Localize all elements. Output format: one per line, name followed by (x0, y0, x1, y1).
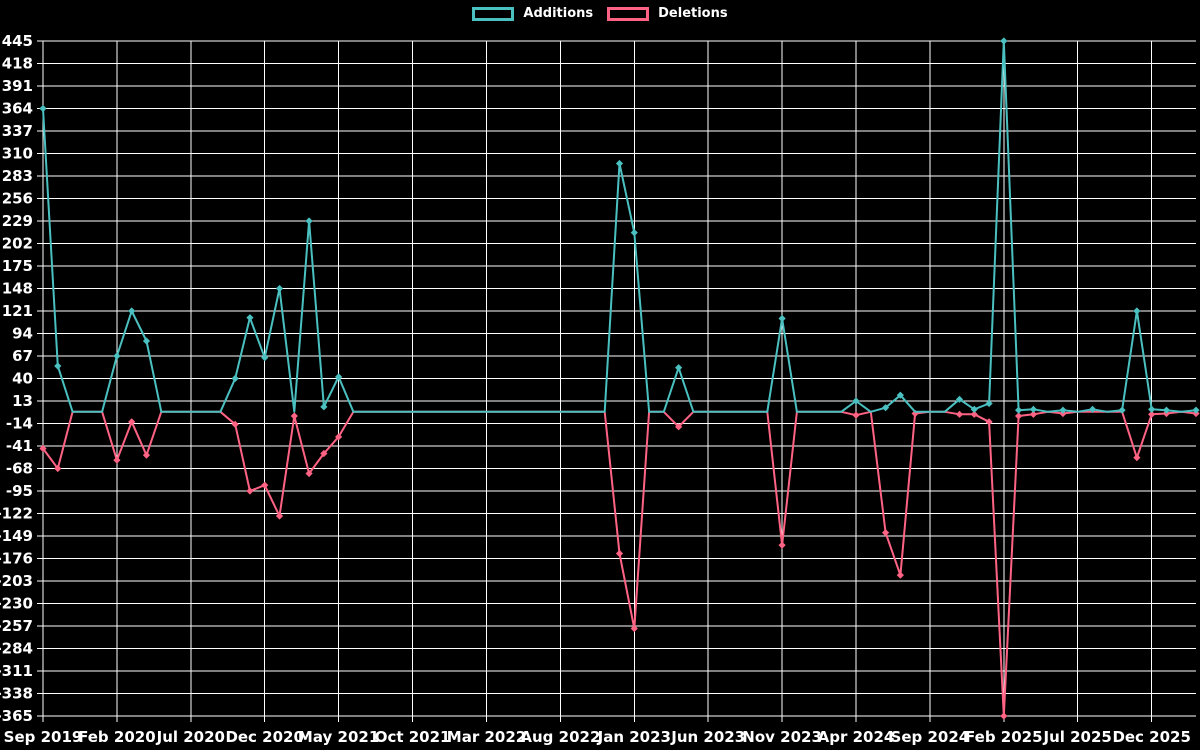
svg-text:-176: -176 (0, 550, 33, 568)
svg-text:-365: -365 (0, 707, 33, 725)
svg-text:Dec 2020: Dec 2020 (225, 728, 304, 746)
svg-text:67: 67 (12, 347, 33, 365)
svg-text:Sep 2024: Sep 2024 (891, 728, 970, 746)
svg-text:364: 364 (2, 100, 33, 118)
svg-text:-230: -230 (0, 595, 33, 613)
svg-text:Jun 2023: Jun 2023 (670, 728, 745, 746)
svg-text:Mar 2022: Mar 2022 (447, 728, 526, 746)
svg-text:-338: -338 (0, 685, 33, 703)
svg-text:May 2021: May 2021 (298, 728, 379, 746)
svg-text:Oct 2021: Oct 2021 (375, 728, 451, 746)
svg-text:Sep 2019: Sep 2019 (4, 728, 83, 746)
svg-text:40: 40 (12, 370, 33, 388)
svg-text:Feb 2020: Feb 2020 (78, 728, 156, 746)
svg-text:310: 310 (2, 145, 33, 163)
svg-text:-257: -257 (0, 617, 33, 635)
svg-text:-14: -14 (6, 415, 33, 433)
svg-text:283: 283 (2, 167, 33, 185)
svg-text:Apr 2024: Apr 2024 (818, 728, 895, 746)
svg-text:Aug 2022: Aug 2022 (520, 728, 600, 746)
svg-text:418: 418 (2, 55, 33, 73)
legend-label-deletions: Deletions (658, 6, 728, 21)
deletions-swatch-icon (607, 6, 650, 21)
svg-text:-68: -68 (6, 460, 33, 478)
svg-text:202: 202 (2, 235, 33, 253)
svg-text:Feb 2025: Feb 2025 (965, 728, 1043, 746)
svg-text:Jan 2023: Jan 2023 (597, 728, 671, 746)
legend-item-deletions[interactable]: Deletions (607, 6, 728, 21)
svg-text:-149: -149 (0, 527, 33, 545)
svg-text:445: 445 (2, 32, 33, 50)
svg-text:Jul 2020: Jul 2020 (156, 728, 225, 746)
svg-text:256: 256 (2, 190, 33, 208)
svg-text:-284: -284 (0, 640, 33, 658)
svg-text:94: 94 (12, 325, 33, 343)
svg-text:-311: -311 (0, 662, 33, 680)
svg-text:Nov 2023: Nov 2023 (742, 728, 822, 746)
svg-text:391: 391 (2, 77, 33, 95)
svg-text:337: 337 (2, 122, 33, 140)
svg-text:-41: -41 (6, 437, 33, 455)
svg-text:Dec 2025: Dec 2025 (1112, 728, 1191, 746)
legend: Additions Deletions (0, 6, 1200, 21)
additions-swatch-icon (472, 6, 515, 21)
legend-item-additions[interactable]: Additions (472, 6, 593, 21)
svg-text:13: 13 (12, 392, 33, 410)
svg-text:-203: -203 (0, 572, 33, 590)
svg-text:229: 229 (2, 212, 33, 230)
svg-text:175: 175 (2, 257, 33, 275)
svg-text:121: 121 (2, 302, 33, 320)
svg-text:-122: -122 (0, 505, 33, 523)
legend-label-additions: Additions (523, 6, 594, 21)
svg-text:-95: -95 (6, 482, 33, 500)
svg-text:Jul 2025: Jul 2025 (1043, 728, 1112, 746)
svg-text:148: 148 (2, 280, 33, 298)
